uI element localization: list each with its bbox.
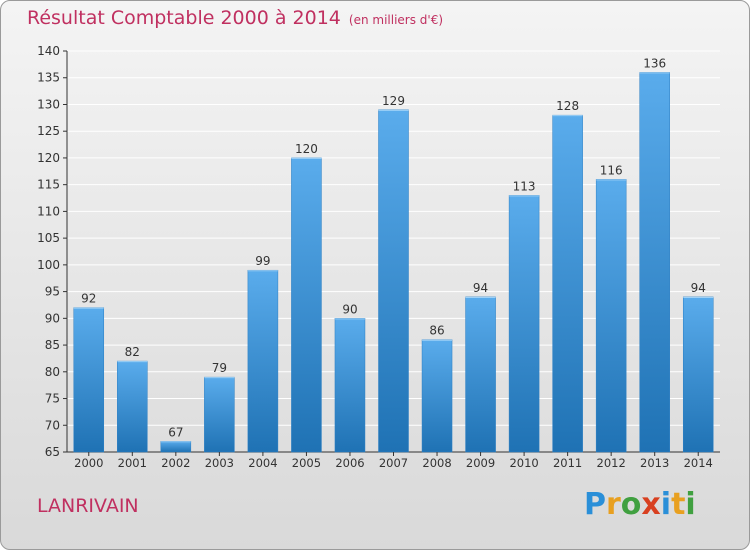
bar-value-label: 94: [473, 281, 488, 295]
proxiti-logo: Proxiti: [584, 487, 696, 522]
x-tick-label: 2003: [205, 456, 234, 470]
y-tick-label: 95: [45, 285, 60, 299]
bar-value-label: 94: [691, 281, 706, 295]
y-tick-label: 130: [37, 97, 60, 111]
x-tick-label: 2011: [553, 456, 582, 470]
y-tick-label: 85: [45, 338, 60, 352]
bar: [552, 114, 583, 453]
bar: [204, 376, 235, 453]
bar: [639, 72, 670, 453]
bar-value-label: 90: [342, 302, 357, 316]
bar-value-label: 79: [212, 361, 227, 375]
bar-value-label: 136: [643, 56, 666, 70]
y-tick-label: 120: [37, 151, 60, 165]
bar-value-label: 113: [513, 179, 536, 193]
x-tick-label: 2006: [335, 456, 364, 470]
bar: [421, 339, 453, 453]
y-tick-label: 140: [37, 44, 60, 58]
y-tick-label: 105: [37, 231, 60, 245]
bar-value-label: 67: [168, 425, 183, 439]
bar: [247, 269, 279, 453]
y-tick-label: 110: [37, 204, 60, 218]
bar-value-label: 92: [81, 292, 96, 306]
y-tick-label: 70: [45, 418, 60, 432]
bar: [73, 307, 105, 453]
y-tick-label: 65: [45, 445, 60, 459]
y-tick-label: 100: [37, 258, 60, 272]
bar: [465, 296, 496, 453]
bar-value-label: 120: [295, 142, 318, 156]
y-tick-label: 75: [45, 392, 60, 406]
x-tick-label: 2004: [248, 456, 277, 470]
x-tick-label: 2002: [161, 456, 190, 470]
x-tick-label: 2010: [509, 456, 538, 470]
x-tick-label: 2008: [422, 456, 451, 470]
bar: [160, 441, 192, 453]
x-tick-label: 2000: [74, 456, 103, 470]
chart-subtitle: (en milliers d'€): [348, 13, 444, 27]
bar: [508, 195, 540, 453]
y-tick-label: 115: [37, 178, 60, 192]
x-tick-label: 2007: [379, 456, 408, 470]
commune-name: LANRIVAIN: [37, 495, 139, 517]
y-tick-label: 125: [37, 124, 60, 138]
bar-value-label: 86: [429, 324, 444, 338]
x-tick-label: 2001: [118, 456, 147, 470]
x-tick-label: 2009: [466, 456, 495, 470]
bar-value-label: 116: [600, 163, 623, 177]
bar: [378, 109, 409, 453]
bar: [291, 157, 322, 453]
x-tick-label: 2014: [684, 456, 713, 470]
bar: [117, 360, 148, 453]
chart-title-text: Résultat Comptable 2000 à 2014: [27, 7, 341, 29]
bar-value-label: 128: [556, 99, 579, 113]
bar-value-label: 99: [255, 254, 270, 268]
y-tick-label: 90: [45, 311, 60, 325]
bar: [595, 179, 627, 453]
chart-title: Résultat Comptable 2000 à 2014 (en millie…: [27, 7, 443, 29]
x-tick-label: 2012: [597, 456, 626, 470]
bar-value-label: 82: [125, 345, 140, 359]
x-tick-label: 2005: [292, 456, 321, 470]
x-tick-label: 2013: [640, 456, 669, 470]
bar: [682, 296, 714, 453]
bar: [334, 318, 366, 453]
bar-value-label: 129: [382, 94, 405, 108]
y-tick-label: 80: [45, 365, 60, 379]
y-tick-label: 135: [37, 71, 60, 85]
